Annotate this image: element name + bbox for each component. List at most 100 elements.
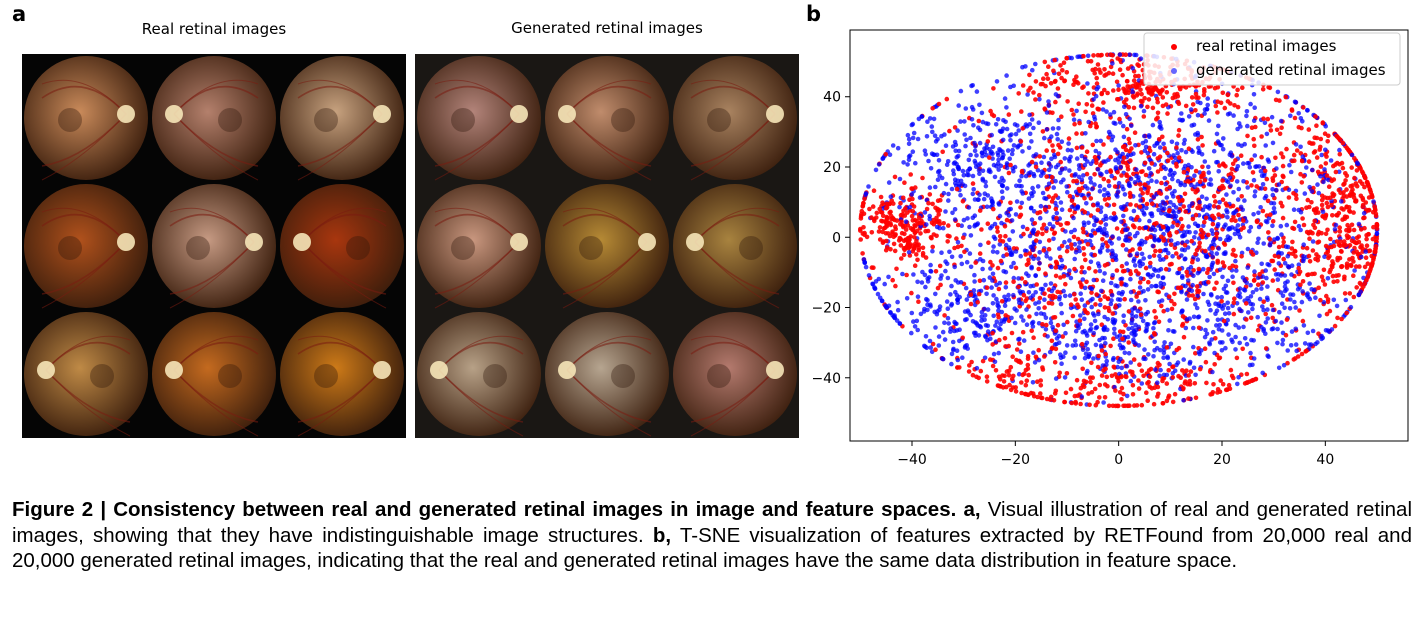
- scatter-point: [1110, 71, 1116, 76]
- scatter-point: [1291, 152, 1297, 158]
- scatter-point: [1056, 333, 1062, 339]
- scatter-point: [1127, 116, 1132, 122]
- scatter-point: [900, 271, 905, 277]
- scatter-point: [1300, 216, 1305, 221]
- scatter-point: [980, 258, 986, 264]
- scatter-point: [1197, 240, 1202, 246]
- scatter-point: [1219, 348, 1225, 353]
- scatter-point: [1245, 246, 1251, 252]
- scatter-point: [1344, 310, 1349, 316]
- scatter-point: [1091, 97, 1096, 102]
- scatter-point: [1210, 245, 1215, 251]
- scatter-point: [1005, 162, 1010, 168]
- scatter-point: [1072, 209, 1077, 215]
- scatter-point: [1251, 377, 1256, 383]
- scatter-point: [1004, 73, 1009, 78]
- scatter-point: [1124, 282, 1129, 288]
- scatter-point: [1049, 156, 1054, 162]
- scatter-point: [1119, 365, 1124, 371]
- scatter-point: [861, 225, 866, 230]
- scatter-point: [1000, 195, 1005, 201]
- scatter-point: [898, 222, 903, 227]
- scatter-point: [1300, 154, 1306, 159]
- scatter-point: [1238, 124, 1243, 129]
- scatter-point: [1187, 378, 1193, 384]
- scatter-point: [1337, 229, 1343, 234]
- scatter-point: [1256, 224, 1262, 230]
- scatter-point: [1371, 224, 1376, 230]
- scatter-point: [1067, 268, 1072, 273]
- scatter-point: [1066, 136, 1072, 141]
- scatter-point: [1132, 263, 1138, 268]
- scatter-point: [993, 323, 998, 328]
- scatter-point: [1122, 192, 1128, 197]
- scatter-point: [1283, 186, 1288, 191]
- scatter-point: [1068, 305, 1074, 311]
- scatter-point: [1315, 258, 1321, 263]
- scatter-point: [1133, 73, 1138, 79]
- scatter-point: [1186, 396, 1191, 401]
- scatter-point: [1103, 240, 1109, 245]
- scatter-point: [1206, 302, 1212, 308]
- scatter-point: [1348, 262, 1354, 268]
- scatter-point: [978, 368, 984, 374]
- scatter-point: [1076, 245, 1082, 250]
- scatter-point: [1280, 215, 1286, 221]
- scatter-point: [1198, 100, 1203, 106]
- scatter-point: [1058, 200, 1064, 205]
- scatter-point: [1343, 178, 1348, 183]
- scatter-point: [1217, 355, 1223, 361]
- scatter-point: [1141, 114, 1147, 119]
- scatter-point: [1266, 216, 1272, 221]
- scatter-point: [1171, 220, 1176, 225]
- scatter-point: [1065, 189, 1070, 195]
- scatter-point: [1046, 238, 1052, 243]
- scatter-point: [1194, 305, 1200, 311]
- scatter-point: [958, 88, 964, 94]
- scatter-point: [1001, 379, 1007, 384]
- scatter-point: [881, 226, 887, 231]
- scatter-point: [1142, 133, 1147, 139]
- scatter-point: [888, 209, 893, 215]
- scatter-point: [982, 333, 988, 339]
- scatter-point: [1089, 390, 1095, 395]
- scatter-point: [1136, 175, 1141, 180]
- scatter-point: [1075, 204, 1080, 209]
- scatter-point: [1061, 354, 1066, 360]
- scatter-point: [1027, 251, 1032, 256]
- scatter-point: [1099, 373, 1105, 378]
- scatter-point: [891, 216, 896, 221]
- scatter-point: [1177, 266, 1182, 272]
- scatter-point: [1169, 298, 1174, 304]
- scatter-point: [1149, 386, 1155, 391]
- scatter-point: [977, 171, 982, 177]
- scatter-point: [1137, 285, 1143, 290]
- scatter-point: [1337, 225, 1342, 230]
- scatter-point: [1244, 109, 1250, 114]
- scatter-point: [1264, 219, 1270, 225]
- scatter-point: [1280, 154, 1286, 160]
- scatter-point: [1138, 56, 1144, 61]
- scatter-point: [970, 181, 976, 186]
- scatter-point: [1221, 224, 1227, 229]
- scatter-point: [1249, 157, 1254, 163]
- scatter-point: [1115, 364, 1120, 370]
- scatter-point: [957, 182, 962, 187]
- scatter-point: [1181, 169, 1187, 175]
- scatter-point: [1133, 52, 1139, 58]
- scatter-point: [1042, 59, 1048, 65]
- scatter-point: [1196, 266, 1202, 272]
- scatter-point: [890, 277, 895, 283]
- scatter-point: [1275, 89, 1281, 95]
- scatter-point: [1008, 252, 1013, 257]
- scatter-point: [1143, 138, 1149, 144]
- scatter-point: [1152, 308, 1157, 314]
- scatter-point: [1031, 189, 1036, 195]
- scatter-point: [1168, 242, 1174, 247]
- scatter-point: [1236, 375, 1241, 380]
- scatter-point: [1217, 389, 1223, 395]
- scatter-point: [1201, 230, 1206, 236]
- scatter-point: [1204, 107, 1210, 112]
- scatter-point: [1237, 294, 1243, 300]
- scatter-point: [1321, 300, 1327, 305]
